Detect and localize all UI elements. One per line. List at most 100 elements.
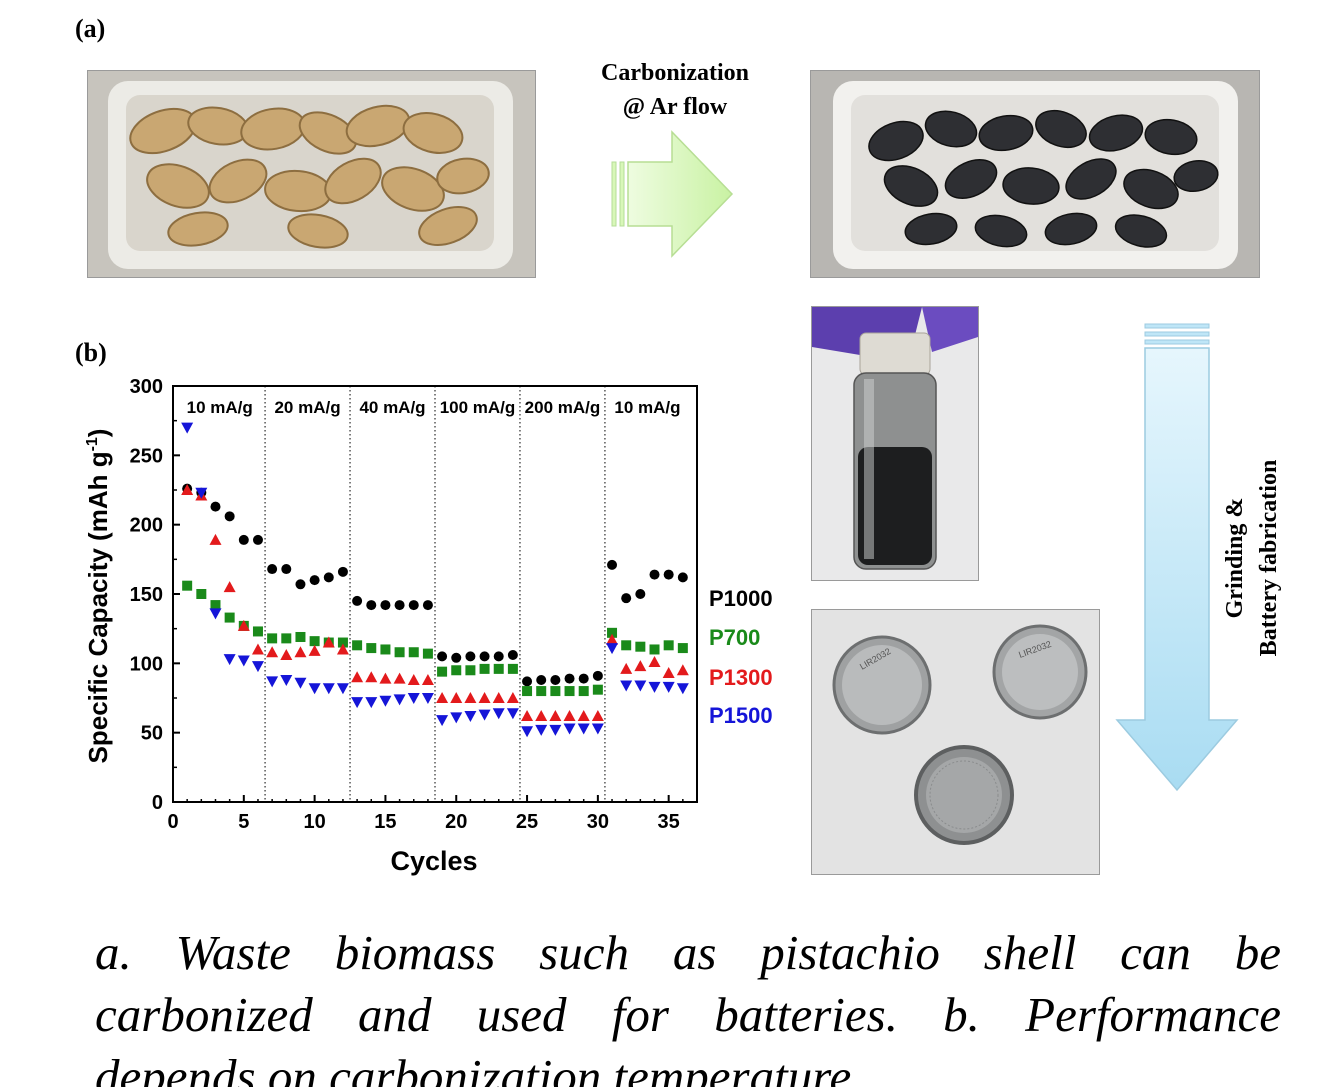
x-tick-label-20: 20 [445, 811, 467, 833]
point-P1300-35 [662, 667, 675, 679]
point-P700-28 [564, 686, 575, 697]
point-P1300-36 [676, 664, 689, 676]
y-tick-label-250: 250 [130, 445, 163, 467]
point-P1500-4 [223, 654, 236, 666]
powder-vial-image [812, 307, 978, 580]
point-P1500-2 [195, 487, 208, 499]
fabrication-line-1: Grinding & [1222, 497, 1248, 619]
carbonization-line-1: Carbonization [600, 60, 749, 86]
y-tick-label-50: 50 [141, 723, 163, 745]
series-P1300 [181, 484, 689, 722]
series-P1000 [182, 483, 688, 687]
x-tick-label-15: 15 [374, 811, 396, 833]
point-P1500-7 [266, 676, 279, 688]
rate-capability-chart: 10 mA/g 20 mA/g 40 mA/g 100 mA/g 200 mA/g 10 … [83, 376, 773, 876]
point-P1300-28 [563, 710, 576, 722]
point-P700-4 [224, 612, 235, 623]
point-P1300-9 [294, 646, 307, 658]
x-tick-label-10: 10 [303, 811, 325, 833]
point-P1300-30 [591, 710, 604, 722]
point-P1500-15 [379, 695, 392, 707]
point-P1000-16 [394, 600, 405, 611]
point-P1000-14 [366, 600, 377, 611]
point-P1000-23 [493, 651, 504, 662]
point-P1000-34 [649, 569, 660, 580]
point-P1300-34 [648, 655, 661, 667]
point-P1000-17 [408, 600, 419, 611]
point-P1500-5 [237, 655, 250, 667]
point-P1000-5 [238, 534, 249, 545]
point-P1500-6 [251, 661, 264, 673]
point-P1300-4 [223, 581, 236, 593]
rate-label-5: 10 mA/g [614, 398, 680, 417]
point-P1500-14 [365, 697, 378, 709]
caption-line-3: depends on carbonization temperature [95, 1049, 852, 1087]
point-P1500-1 [181, 422, 194, 434]
fabrication-arrow [1115, 323, 1239, 792]
point-P1300-11 [322, 636, 335, 648]
point-P1500-35 [662, 681, 675, 693]
coin-cells-photo: LIR2032 LIR2032 [811, 609, 1100, 875]
point-P1000-20 [451, 652, 462, 663]
point-P1300-7 [266, 646, 279, 658]
point-P700-8 [281, 633, 292, 644]
point-P1500-26 [535, 724, 548, 736]
point-P1300-26 [535, 710, 548, 722]
panel-b-label: (b) [75, 338, 107, 367]
point-P700-21 [465, 665, 476, 676]
point-P700-6 [252, 626, 263, 637]
legend-P1300: P1300 [709, 665, 773, 690]
point-P1000-12 [337, 566, 348, 577]
rate-label-4: 200 mA/g [525, 398, 601, 417]
point-P1000-3 [210, 501, 221, 512]
point-P1500-11 [322, 683, 335, 695]
y-tick-label-200: 200 [130, 515, 163, 537]
point-P1000-18 [422, 600, 433, 611]
point-P1300-17 [407, 673, 420, 685]
point-P700-18 [422, 648, 433, 659]
point-P700-19 [437, 666, 448, 677]
point-P1000-21 [465, 651, 476, 662]
point-P1500-24 [506, 708, 519, 720]
point-P1500-13 [351, 697, 364, 709]
point-P1000-31 [607, 559, 618, 570]
point-P700-34 [649, 644, 660, 655]
point-P1300-27 [549, 710, 562, 722]
point-P1300-29 [577, 710, 590, 722]
point-P1000-24 [507, 650, 518, 661]
legend-P1500: P1500 [709, 703, 773, 728]
point-P1500-29 [577, 723, 590, 735]
point-P700-35 [663, 640, 674, 651]
point-P1500-33 [634, 680, 647, 692]
point-P1000-35 [663, 569, 674, 580]
point-P700-23 [493, 663, 504, 674]
legend-P700: P700 [709, 625, 760, 650]
point-P1000-27 [550, 674, 561, 685]
y-tick-label-150: 150 [130, 584, 163, 606]
point-P1300-19 [436, 692, 449, 703]
point-P700-25 [522, 686, 533, 697]
y-tick-label-100: 100 [130, 653, 163, 675]
point-P1300-24 [506, 692, 519, 703]
point-P1000-11 [323, 572, 334, 583]
point-P1000-29 [578, 673, 589, 684]
point-P1300-20 [450, 692, 463, 703]
point-P1500-9 [294, 677, 307, 689]
point-P1300-5 [237, 619, 250, 631]
point-P700-22 [479, 663, 490, 674]
point-P700-27 [550, 686, 561, 697]
point-P700-10 [309, 636, 320, 647]
point-P1300-6 [251, 643, 264, 655]
point-P1000-19 [437, 651, 448, 662]
point-P1500-36 [676, 683, 689, 695]
carbonization-arrow [611, 130, 734, 258]
point-P700-13 [352, 640, 363, 651]
point-P1500-19 [436, 715, 449, 727]
point-P700-17 [408, 647, 419, 658]
point-P700-3 [210, 600, 221, 611]
point-P1500-3 [209, 608, 222, 620]
coin-cell-3 [914, 745, 1014, 845]
point-P1300-12 [336, 643, 349, 655]
point-P700-7 [267, 633, 278, 644]
point-P1500-10 [308, 683, 321, 695]
